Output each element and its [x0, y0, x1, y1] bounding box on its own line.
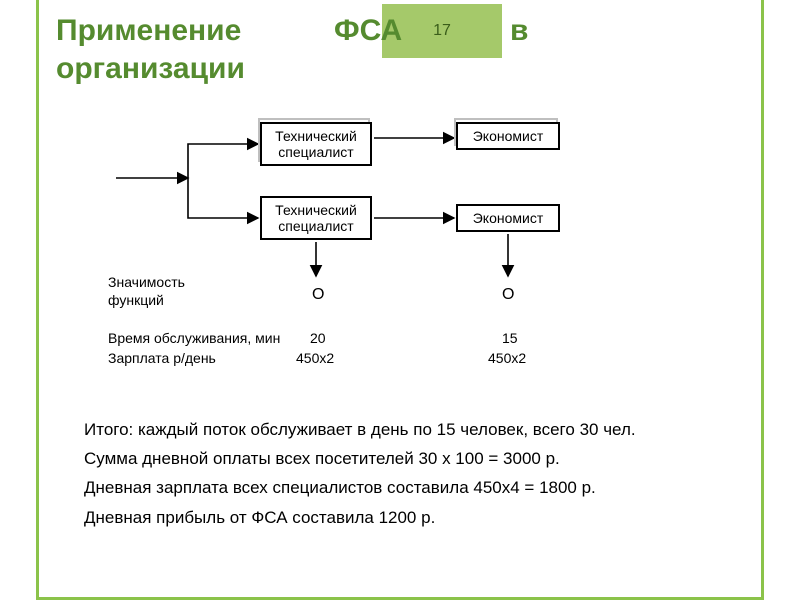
- col-value: О: [312, 286, 324, 304]
- col-value: 20: [310, 330, 326, 346]
- title-line1: Применение: [56, 14, 241, 48]
- title-fsa: ФСА: [334, 14, 402, 48]
- slide: 17 Применение ФСА в организации Техничес…: [0, 0, 800, 600]
- title-line2: организации: [56, 52, 245, 86]
- summary-line: Дневная прибыль от ФСА составила 1200 р.: [84, 504, 636, 531]
- row-label: функций: [108, 292, 164, 308]
- summary-line: Сумма дневной оплаты всех посетителей 30…: [84, 445, 636, 472]
- summary-line: Дневная зарплата всех специалистов соста…: [84, 474, 636, 501]
- node-tech2: Технический специалист: [260, 196, 372, 240]
- node-econ2: Экономист: [456, 204, 560, 232]
- row-label: Зарплата р/день: [108, 350, 216, 366]
- col-value: О: [502, 286, 514, 304]
- row-label: Значимость: [108, 274, 185, 290]
- page-number: 17: [433, 22, 451, 40]
- summary-line: Итого: каждый поток обслуживает в день п…: [84, 416, 636, 443]
- title-v: в: [510, 14, 528, 48]
- row-label: Время обслуживания, мин: [108, 330, 280, 346]
- col-value: 15: [502, 330, 518, 346]
- node-econ1: Экономист: [456, 122, 560, 150]
- col-value: 450x2: [296, 350, 334, 366]
- node-tech1: Технический специалист: [260, 122, 372, 166]
- col-value: 450x2: [488, 350, 526, 366]
- summary-text: Итого: каждый поток обслуживает в день п…: [84, 416, 636, 533]
